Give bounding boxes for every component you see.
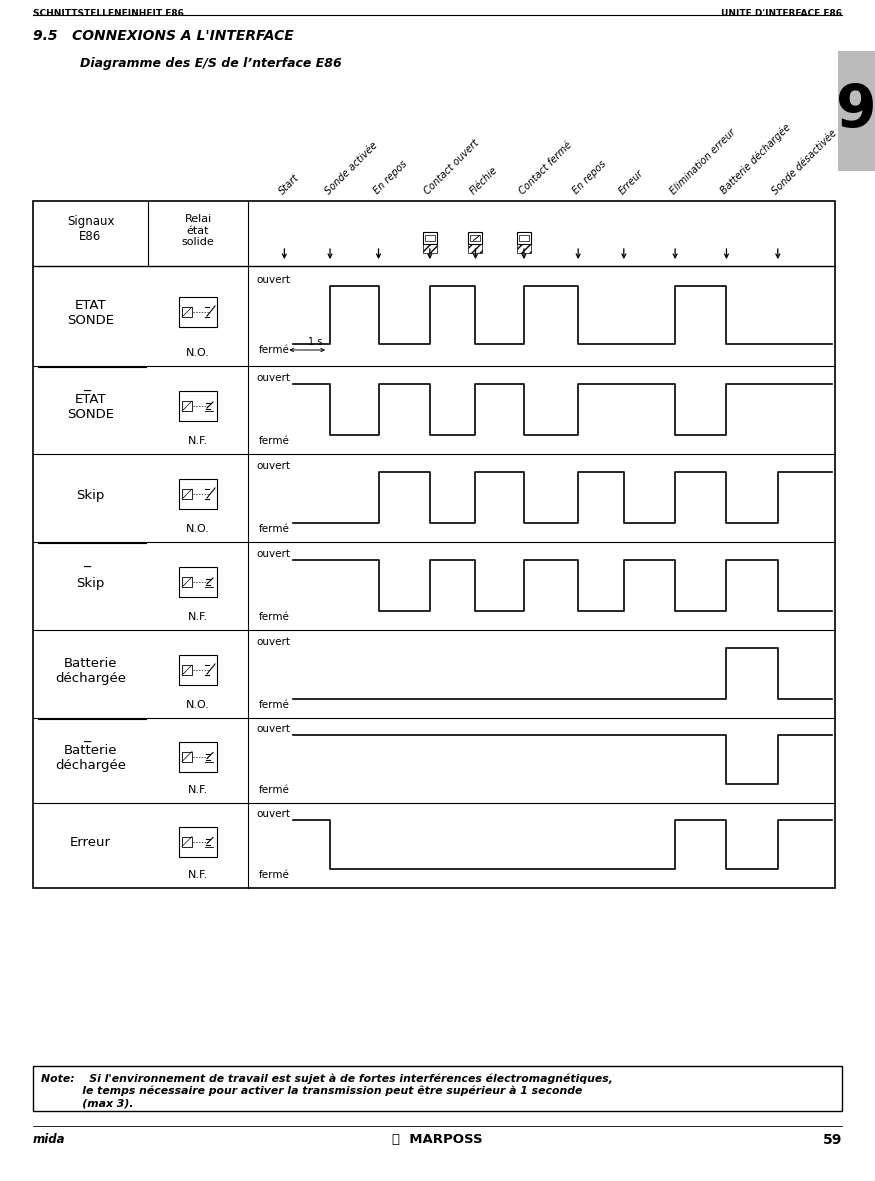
Bar <box>517 231 531 244</box>
Text: 9: 9 <box>836 83 875 139</box>
Text: Skip: Skip <box>76 576 105 589</box>
Text: ouvert: ouvert <box>256 549 290 559</box>
Text: fermé: fermé <box>259 699 290 710</box>
Bar <box>517 244 531 253</box>
Text: En repos: En repos <box>571 158 608 196</box>
Text: UNITE D'INTERFACE E86: UNITE D'INTERFACE E86 <box>721 9 842 18</box>
Bar <box>182 578 192 587</box>
Text: fermé: fermé <box>259 345 290 355</box>
Text: Skip: Skip <box>76 489 105 502</box>
Text: Fléchie: Fléchie <box>468 164 500 196</box>
Text: ETAT
SONDE: ETAT SONDE <box>67 393 114 420</box>
Bar <box>182 751 192 762</box>
Bar <box>182 489 192 500</box>
Bar <box>423 231 437 244</box>
Text: N.F.: N.F. <box>188 785 208 795</box>
Bar <box>182 402 192 411</box>
Bar <box>182 665 192 676</box>
Text: ouvert: ouvert <box>256 461 290 470</box>
Text: Signaux
E86: Signaux E86 <box>66 215 115 242</box>
Text: ETAT
SONDE: ETAT SONDE <box>67 299 114 327</box>
Bar <box>471 235 480 241</box>
Bar <box>179 567 217 598</box>
Text: Ⓜ  MARPOSS: Ⓜ MARPOSS <box>392 1133 482 1146</box>
Bar <box>179 655 217 685</box>
Text: (max 3).: (max 3). <box>41 1100 134 1109</box>
Text: fermé: fermé <box>259 870 290 880</box>
Text: ouvert: ouvert <box>256 809 290 818</box>
Text: N.F.: N.F. <box>188 870 208 880</box>
Text: Contact ouvert: Contact ouvert <box>423 137 481 196</box>
Text: fermé: fermé <box>259 612 290 621</box>
Text: N.O.: N.O. <box>186 524 210 534</box>
Bar <box>179 479 217 509</box>
Bar <box>179 742 217 771</box>
Text: Batterie déchargée: Batterie déchargée <box>719 122 794 196</box>
Text: N.O.: N.O. <box>186 700 210 710</box>
Bar <box>179 296 217 327</box>
Text: SCHNITTSTELLENEINHEIT E86: SCHNITTSTELLENEINHEIT E86 <box>33 9 184 18</box>
Text: Contact fermé: Contact fermé <box>517 139 573 196</box>
Text: Diagramme des E/S de l’nterface E86: Diagramme des E/S de l’nterface E86 <box>80 57 342 70</box>
Text: le temps nécessaire pour activer la transmission peut être supérieur à 1 seconde: le temps nécessaire pour activer la tran… <box>41 1087 583 1096</box>
Text: Batterie
déchargée: Batterie déchargée <box>55 744 126 771</box>
Text: En repos: En repos <box>371 158 409 196</box>
Bar <box>179 391 217 420</box>
Text: fermé: fermé <box>259 436 290 445</box>
Bar <box>468 244 482 253</box>
Text: mida: mida <box>33 1133 66 1146</box>
Bar <box>179 827 217 856</box>
Text: Elimination erreur: Elimination erreur <box>668 126 738 196</box>
Bar <box>182 307 192 317</box>
Bar <box>423 244 437 253</box>
Text: fermé: fermé <box>259 523 290 534</box>
Text: Erreur: Erreur <box>617 168 645 196</box>
Text: Sonde activée: Sonde activée <box>323 139 379 196</box>
Text: Erreur: Erreur <box>70 836 111 849</box>
Text: Start: Start <box>277 172 301 196</box>
Text: ouvert: ouvert <box>256 372 290 383</box>
Text: 1 s: 1 s <box>308 337 322 347</box>
Bar <box>33 201 835 888</box>
Text: N.F.: N.F. <box>188 436 208 446</box>
Text: Batterie
déchargée: Batterie déchargée <box>55 657 126 685</box>
Text: N.O.: N.O. <box>186 348 210 358</box>
Bar <box>33 1066 842 1111</box>
Bar <box>838 51 875 171</box>
Text: fermé: fermé <box>259 785 290 795</box>
Text: 59: 59 <box>822 1133 842 1147</box>
Text: ouvert: ouvert <box>256 275 290 285</box>
Text: ouvert: ouvert <box>256 724 290 735</box>
Text: N.F.: N.F. <box>188 612 208 622</box>
Text: Note:  Si l'environnement de travail est sujet à de fortes interférences électro: Note: Si l'environnement de travail est … <box>41 1074 612 1083</box>
Bar <box>519 235 529 241</box>
Text: 9.5   CONNEXIONS A L'INTERFACE: 9.5 CONNEXIONS A L'INTERFACE <box>33 30 294 43</box>
Bar <box>425 235 435 241</box>
Text: ouvert: ouvert <box>256 637 290 647</box>
Bar <box>468 231 482 244</box>
Bar <box>182 836 192 847</box>
Text: Sonde désactivée: Sonde désactivée <box>771 128 839 196</box>
Text: Relai
état
solide: Relai état solide <box>182 214 214 247</box>
